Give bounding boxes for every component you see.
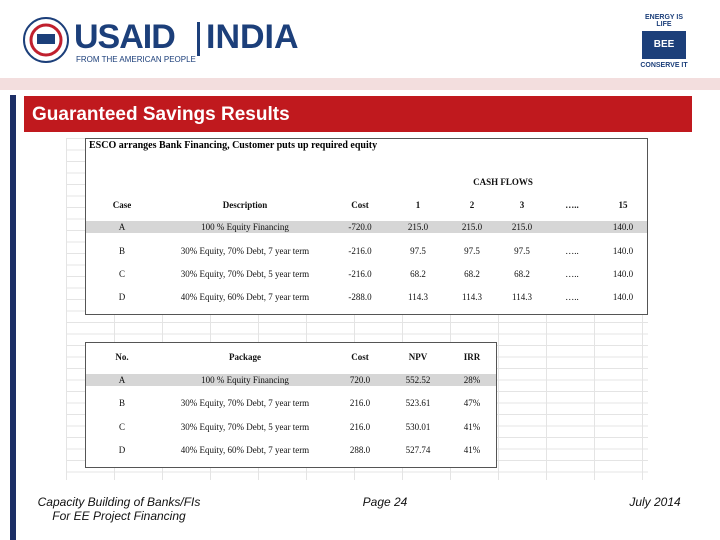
- table-cell: 527.74: [405, 445, 431, 455]
- table-cell: D: [118, 292, 126, 302]
- bee-top: ENERGY IS LIFE: [645, 14, 683, 28]
- table-cell: 114.3: [512, 292, 532, 302]
- table-cell: 216.0: [349, 398, 371, 408]
- column-header: 2: [469, 200, 475, 210]
- header-rule: [0, 78, 720, 90]
- table-cell: 100 % Equity Financing: [201, 375, 289, 385]
- table-cell: 30% Equity, 70% Debt, 5 year term: [180, 422, 310, 432]
- country: INDIA: [206, 18, 299, 56]
- table-cell: 30% Equity, 70% Debt, 7 year term: [180, 246, 310, 256]
- table-cell: 40% Equity, 60% Debt, 7 year term: [180, 292, 310, 302]
- table-cell: 30% Equity, 70% Debt, 7 year term: [180, 398, 310, 408]
- divider: [197, 22, 200, 56]
- table-cell: 97.5: [464, 246, 480, 256]
- row-shade: [86, 221, 647, 233]
- column-header: IRR: [463, 352, 481, 362]
- table-cell: 140.0: [612, 246, 634, 256]
- caption: ESCO arranges Bank Financing, Customer p…: [89, 140, 378, 151]
- bee-middle: BEE: [642, 31, 686, 59]
- brand: USAID: [74, 18, 176, 56]
- table-cell: -216.0: [348, 246, 372, 256]
- footer-line: Capacity Building of Banks/FIs: [37, 495, 201, 509]
- table-cell: 114.3: [408, 292, 428, 302]
- table-cell: 41%: [463, 445, 481, 455]
- column-header: NPV: [408, 352, 428, 362]
- table-cell: 215.0: [461, 222, 483, 232]
- bee-bottom: CONSERVE IT: [640, 62, 688, 69]
- table-cell: 114.3: [462, 292, 482, 302]
- table-cell: 720.0: [349, 375, 371, 385]
- table-cell: 68.2: [514, 269, 530, 279]
- row-shade: [86, 374, 496, 386]
- column-header: 1: [415, 200, 421, 210]
- table-cell: 288.0: [349, 445, 371, 455]
- seal: [23, 17, 69, 63]
- table-cell: -216.0: [348, 269, 372, 279]
- title-bar: [24, 96, 692, 132]
- table2-frame: [85, 342, 497, 468]
- table-cell: D: [118, 445, 126, 455]
- table-cell: 140.0: [612, 292, 634, 302]
- header: USAID INDIA FROM THE AMERICAN PEOPLE ENE…: [0, 0, 720, 90]
- tagline: FROM THE AMERICAN PEOPLE: [76, 55, 196, 64]
- column-header: 15: [618, 200, 628, 210]
- table-cell: 215.0: [407, 222, 429, 232]
- table-cell: 97.5: [410, 246, 426, 256]
- side-stripe: [10, 95, 16, 540]
- table-cell: 140.0: [612, 269, 634, 279]
- table-cell: 68.2: [464, 269, 480, 279]
- table-cell: -288.0: [348, 292, 372, 302]
- column-header: No.: [115, 352, 129, 362]
- date: July 2014: [629, 495, 681, 509]
- group-header: CASH FLOWS: [473, 177, 533, 187]
- table-cell: 140.0: [612, 222, 634, 232]
- table-cell: …..: [565, 269, 579, 279]
- table-cell: 97.5: [514, 246, 530, 256]
- column-header: Case: [112, 200, 132, 210]
- table-cell: A: [118, 375, 126, 385]
- page-number: Page 24: [362, 495, 408, 509]
- column-header: Cost: [351, 352, 369, 362]
- table-cell: 30% Equity, 70% Debt, 5 year term: [180, 269, 310, 279]
- bee-logo: ENERGY IS LIFE BEE CONSERVE IT: [637, 14, 691, 74]
- table-cell: 40% Equity, 60% Debt, 7 year term: [180, 445, 310, 455]
- table-cell: …..: [565, 292, 579, 302]
- table-cell: C: [118, 422, 126, 432]
- table-cell: B: [118, 246, 126, 256]
- table-cell: 68.2: [410, 269, 426, 279]
- column-header: Cost: [351, 200, 369, 210]
- table-cell: …..: [565, 246, 579, 256]
- footer-left: Capacity Building of Banks/FIs For EE Pr…: [24, 495, 214, 523]
- table-cell: C: [118, 269, 126, 279]
- table-cell: 28%: [463, 375, 481, 385]
- title: Guaranteed Savings Results: [32, 104, 290, 125]
- column-header: …..: [565, 200, 579, 210]
- column-header: 3: [519, 200, 525, 210]
- table-cell: 100 % Equity Financing: [201, 222, 289, 232]
- table-cell: B: [118, 398, 126, 408]
- column-header: Package: [229, 352, 261, 362]
- table-cell: 552.52: [405, 375, 431, 385]
- footer-line: For EE Project Financing: [52, 509, 186, 523]
- table-cell: A: [118, 222, 126, 232]
- table-cell: 41%: [463, 422, 481, 432]
- table-cell: 215.0: [511, 222, 533, 232]
- column-header: Description: [222, 200, 268, 210]
- table-cell: 216.0: [349, 422, 371, 432]
- table-cell: 523.61: [405, 398, 431, 408]
- table-cell: 530.01: [405, 422, 431, 432]
- table-cell: -720.0: [348, 222, 372, 232]
- table-cell: 47%: [463, 398, 481, 408]
